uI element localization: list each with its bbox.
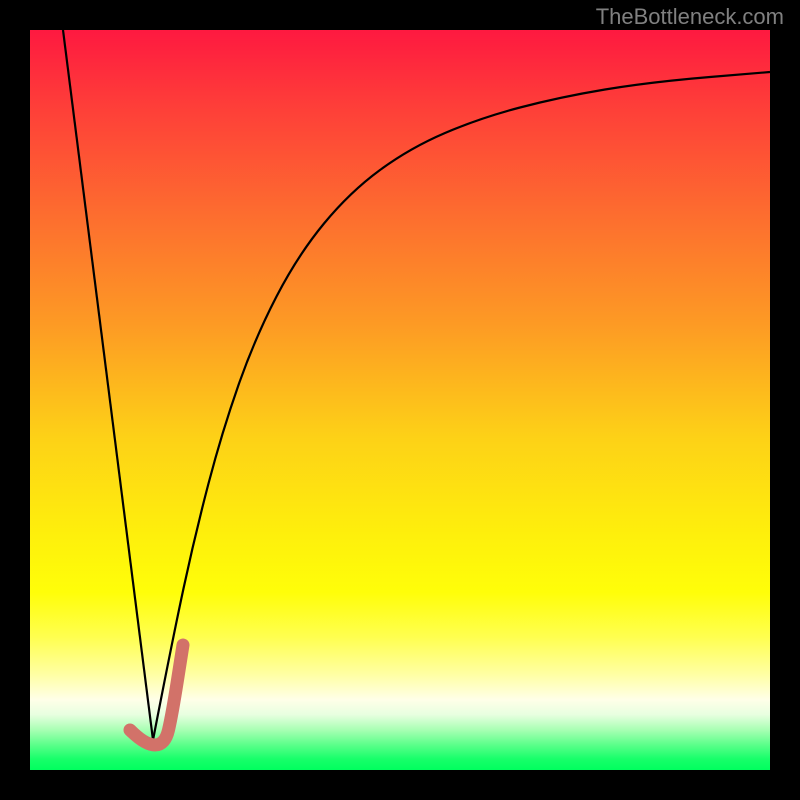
chart-curves-svg: [0, 0, 800, 800]
gradient-rect: [30, 30, 770, 770]
chart-frame: TheBottleneck.com: [0, 0, 800, 800]
watermark-text: TheBottleneck.com: [596, 4, 784, 30]
